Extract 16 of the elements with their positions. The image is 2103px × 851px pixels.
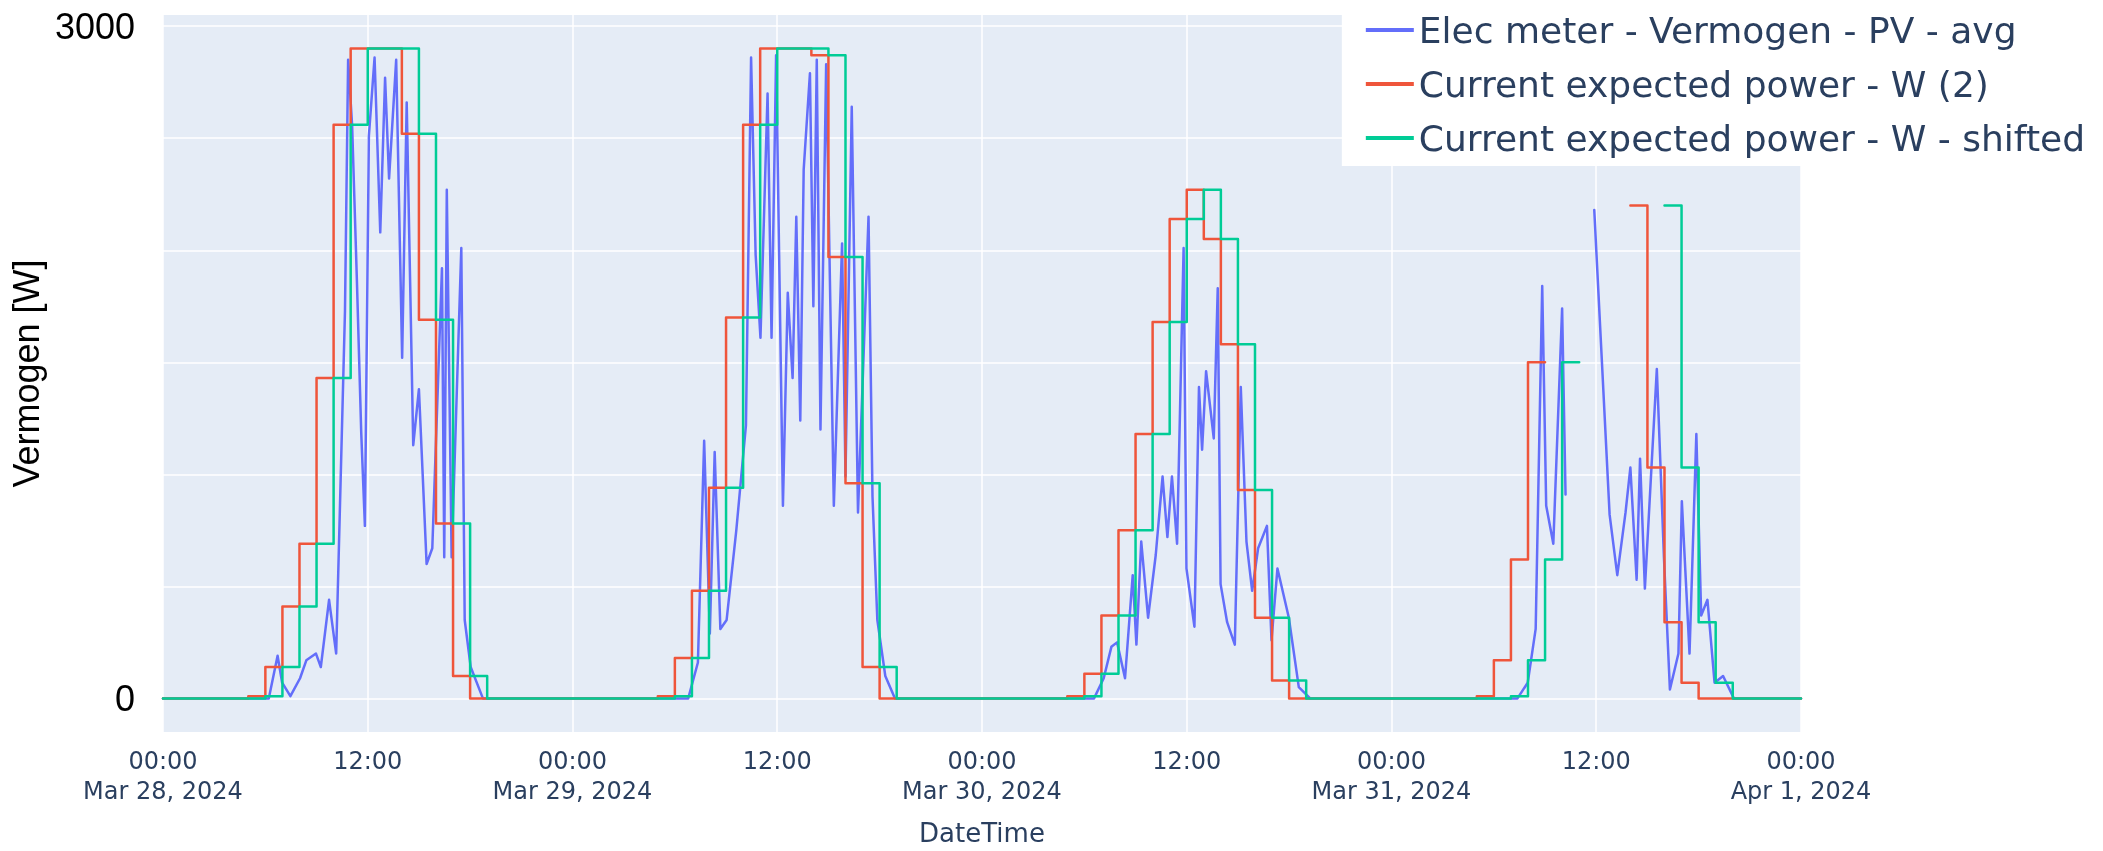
x-tick-label: 00:00 Apr 1, 2024 [1730, 747, 1872, 805]
y-tick-label: 3000 [54, 5, 135, 47]
x-tick-label: 00:00 Mar 28, 2024 [83, 747, 243, 805]
x-tick-label: 12:00 [333, 747, 403, 775]
x-tick-label: 00:00 Mar 30, 2024 [902, 747, 1062, 805]
x-axis-title: DateTime [919, 818, 1045, 848]
x-tick-label: 00:00 Mar 29, 2024 [492, 747, 653, 805]
x-tick-label: 12:00 [1561, 747, 1631, 775]
legend-label: Elec meter - Vermogen - PV - avg [1418, 9, 2017, 51]
x-tick-label: 12:00 [742, 747, 812, 775]
x-tick-label: 00:00 Mar 31, 2024 [1311, 747, 1472, 805]
legend-label: Current expected power - W - shifted [1418, 117, 2086, 159]
x-tick-label: 12:00 [1152, 747, 1222, 775]
y-axis-title: Vermogen [W] [5, 259, 47, 488]
y-tick-label: 0 [114, 677, 135, 719]
legend-label: Current expected power - W (2) [1418, 63, 1989, 105]
